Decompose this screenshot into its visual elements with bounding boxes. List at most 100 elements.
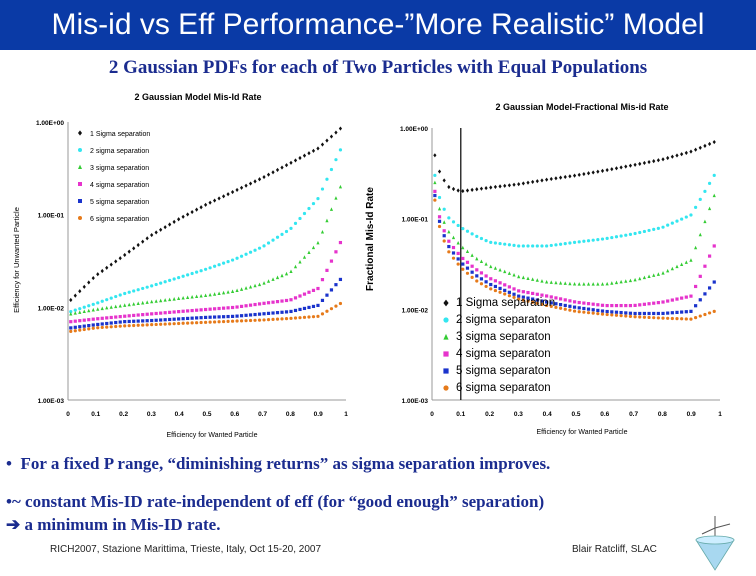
right-chart-point xyxy=(680,217,684,221)
right-chart-point xyxy=(577,240,581,244)
left-chart-ylabel: Efficiency for Unwanted Particle xyxy=(12,207,21,313)
footer-author: Blair Ratcliff, SLAC xyxy=(572,544,657,555)
right-chart-point xyxy=(493,284,498,289)
left-chart-point xyxy=(123,324,127,328)
left-chart-legend-marker xyxy=(78,164,82,169)
right-chart-point xyxy=(535,244,539,248)
left-chart-point xyxy=(114,320,118,325)
left-chart-point xyxy=(253,248,257,252)
right-chart-point xyxy=(572,282,577,286)
right-chart-point xyxy=(540,302,544,306)
left-chart-y-tick-label: 1.00E-01 xyxy=(38,213,65,220)
right-chart-point xyxy=(540,244,544,248)
right-chart-point xyxy=(586,239,591,243)
left-chart-point xyxy=(217,263,221,267)
left-chart-point xyxy=(334,304,338,308)
right-chart-point xyxy=(596,312,600,316)
left-chart-point xyxy=(280,232,284,236)
left-chart-point xyxy=(96,301,100,305)
left-chart-point xyxy=(190,308,194,313)
right-chart-point xyxy=(433,198,437,202)
right-chart-point xyxy=(619,314,623,318)
right-chart-point xyxy=(642,275,646,280)
left-chart-point xyxy=(91,302,95,306)
left-chart-point xyxy=(118,256,122,261)
right-chart-point xyxy=(610,167,614,172)
left-chart-point xyxy=(275,275,280,280)
left-chart-point xyxy=(123,320,127,324)
right-chart-point xyxy=(503,183,507,188)
left-chart-point xyxy=(338,184,343,189)
right-chart-point xyxy=(503,269,507,274)
left-chart-point xyxy=(302,211,307,216)
right-chart-point xyxy=(661,300,665,304)
left-chart-legend-entry: 4 sigma separation xyxy=(90,182,149,189)
left-chart-point xyxy=(204,267,208,271)
left-chart-point xyxy=(217,320,221,324)
right-chart-point xyxy=(447,229,451,234)
right-chart-point xyxy=(437,219,442,223)
left-chart-legend-entry: 3 sigma separation xyxy=(90,165,149,172)
right-chart-point xyxy=(493,241,498,245)
right-chart-point xyxy=(712,193,716,198)
left-chart-legend-entry: 6 sigma separation xyxy=(90,216,149,223)
right-chart-point xyxy=(447,239,451,243)
right-chart-point xyxy=(563,174,567,180)
left-chart-point xyxy=(253,318,257,322)
right-chart-point xyxy=(614,166,619,171)
right-chart-point xyxy=(442,207,446,211)
left-chart-point xyxy=(239,185,244,190)
left-chart-point xyxy=(275,317,280,321)
right-chart-point xyxy=(563,298,567,302)
left-chart-point xyxy=(96,307,100,311)
left-chart-point xyxy=(172,322,176,326)
right-chart-point xyxy=(694,147,698,152)
right-chart-point xyxy=(633,315,637,319)
right-chart-point xyxy=(656,301,660,305)
left-chart-point xyxy=(338,126,343,131)
left-chart-point xyxy=(298,316,302,320)
right-chart-point xyxy=(545,177,549,182)
left-chart-point xyxy=(338,277,343,282)
right-chart-point xyxy=(628,314,633,319)
right-chart-point xyxy=(442,178,446,183)
right-chart-point xyxy=(512,287,516,291)
left-chart-point xyxy=(100,325,104,330)
right-chart-point xyxy=(652,227,656,231)
left-chart-point xyxy=(248,250,253,254)
left-chart-legend-marker xyxy=(78,199,82,203)
right-chart-point xyxy=(656,311,660,316)
left-chart-point xyxy=(226,314,230,319)
left-chart-point xyxy=(82,309,86,314)
right-chart-point xyxy=(479,236,484,241)
left-chart-point xyxy=(307,305,311,310)
left-chart-point xyxy=(221,306,226,310)
right-chart-y-tick-label: 1.00E-02 xyxy=(402,307,429,314)
left-chart-point xyxy=(316,240,320,245)
left-chart-point xyxy=(186,316,190,321)
left-chart-point xyxy=(150,232,154,238)
left-chart-point xyxy=(127,302,131,307)
left-chart-point xyxy=(298,259,302,264)
left-chart-point xyxy=(244,252,248,256)
left-chart-point xyxy=(257,302,262,306)
left-chart-point xyxy=(248,313,253,317)
right-chart-point xyxy=(633,311,637,316)
right-chart-point xyxy=(586,302,591,306)
left-chart-point xyxy=(69,309,73,314)
right-chart-point xyxy=(433,153,437,158)
left-chart-point xyxy=(244,286,248,290)
left-chart-point xyxy=(212,320,217,324)
right-chart-point xyxy=(521,275,525,280)
right-chart-point xyxy=(433,173,437,178)
left-chart-point xyxy=(266,279,271,283)
left-chart-point xyxy=(257,282,262,287)
right-chart-point xyxy=(684,260,688,264)
left-chart-point xyxy=(168,317,172,322)
right-chart-point xyxy=(600,237,605,241)
right-chart-point xyxy=(666,155,670,161)
left-chart-point xyxy=(271,311,275,315)
left-chart-point xyxy=(275,311,280,315)
left-chart-point xyxy=(253,179,257,184)
left-chart-point xyxy=(302,153,307,158)
